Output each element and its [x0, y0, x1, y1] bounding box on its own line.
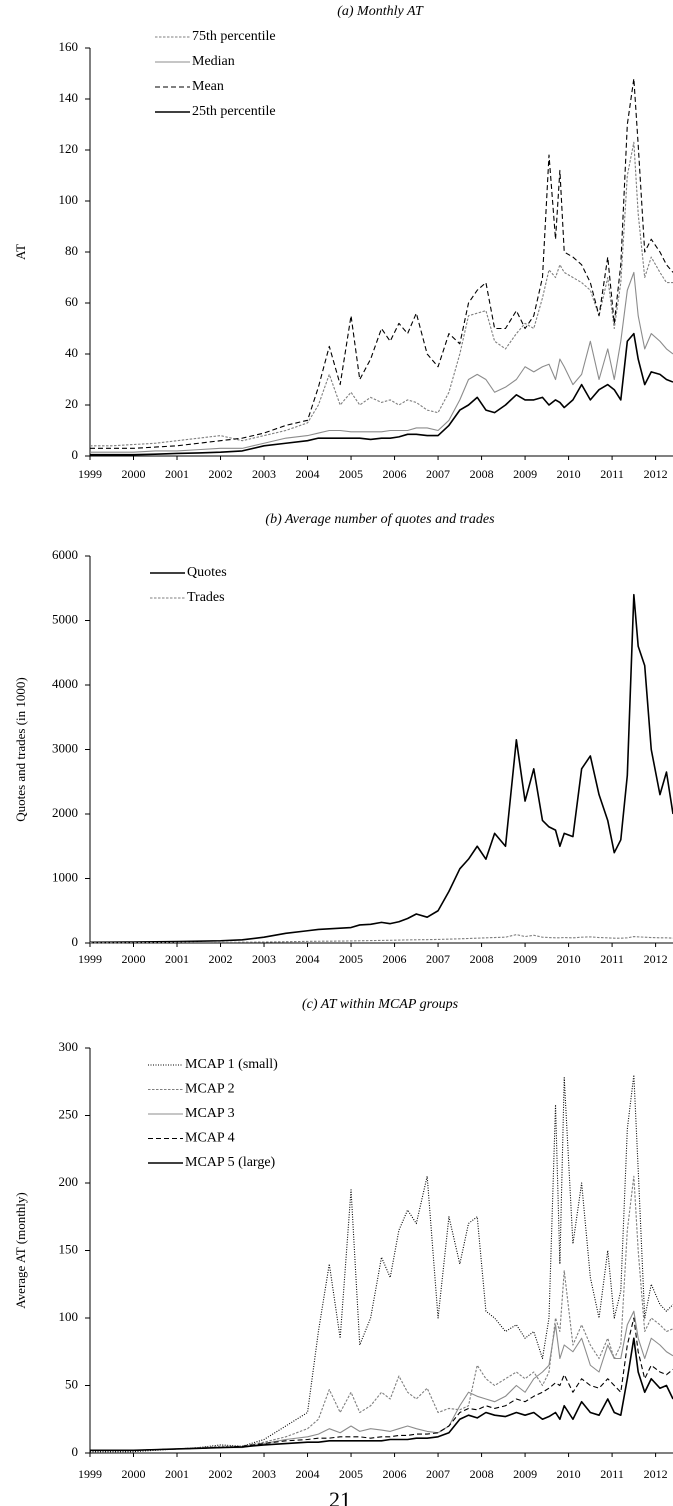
x-tick-label: 2012: [644, 1467, 668, 1481]
x-tick-label: 1999: [78, 952, 102, 966]
y-tick-label: 160: [59, 39, 79, 54]
x-tick-label: 2011: [600, 1467, 624, 1481]
y-tick-label: 1000: [52, 869, 78, 884]
x-tick-label: 2005: [339, 952, 363, 966]
legend-label: MCAP 1 (small): [185, 1057, 278, 1072]
x-tick-label: 2007: [426, 1467, 450, 1481]
y-axis-label: Average AT (monthly): [13, 1192, 28, 1309]
y-tick-label: 0: [72, 447, 79, 462]
x-tick-label: 1999: [78, 467, 102, 481]
series-line: [90, 1175, 673, 1451]
series-line: [90, 271, 673, 453]
series-line: [90, 1074, 673, 1453]
x-tick-label: 2001: [165, 1467, 189, 1481]
x-tick-label: 2008: [470, 952, 494, 966]
chart-title: (b) Average number of quotes and trades: [265, 512, 495, 527]
x-tick-label: 2011: [600, 467, 624, 481]
x-tick-label: 2004: [296, 952, 320, 966]
y-tick-label: 0: [72, 1444, 79, 1459]
y-tick-label: 3000: [52, 740, 78, 755]
x-tick-label: 2001: [165, 952, 189, 966]
x-tick-label: 1999: [78, 1467, 102, 1481]
x-tick-label: 2002: [209, 467, 233, 481]
y-tick-label: 60: [65, 294, 78, 309]
x-tick-label: 2009: [513, 467, 537, 481]
x-tick-label: 2006: [383, 467, 407, 481]
y-tick-label: 140: [59, 90, 79, 105]
x-tick-label: 2008: [470, 467, 494, 481]
legend-label: MCAP 2: [185, 1082, 235, 1097]
x-tick-label: 2000: [122, 467, 146, 481]
y-tick-label: 200: [59, 1174, 79, 1189]
x-tick-label: 2005: [339, 467, 363, 481]
legend-label: Trades: [187, 590, 225, 605]
series-line: [90, 78, 673, 449]
series-line: [90, 1337, 673, 1452]
legend-label: Median: [192, 54, 235, 69]
series-line: [89, 593, 673, 944]
series-line: [90, 332, 673, 456]
series-line: [90, 1310, 673, 1451]
y-tick-label: 50: [65, 1376, 78, 1391]
y-tick-label: 250: [59, 1106, 79, 1121]
series-line: [90, 934, 673, 944]
x-tick-label: 2004: [296, 1467, 320, 1481]
y-tick-label: 300: [59, 1039, 79, 1054]
y-tick-label: 2000: [52, 805, 78, 820]
chart-title: (c) AT within MCAP groups: [302, 997, 459, 1012]
x-tick-label: 2003: [252, 467, 276, 481]
legend-label: MCAP 4: [185, 1131, 235, 1146]
legend-label: 75th percentile: [192, 29, 276, 44]
x-tick-label: 2004: [296, 467, 320, 481]
x-tick-label: 2010: [557, 467, 581, 481]
y-tick-label: 100: [59, 192, 79, 207]
x-tick-label: 2005: [339, 1467, 363, 1481]
x-tick-label: 2002: [209, 952, 233, 966]
x-tick-label: 2007: [426, 467, 450, 481]
x-tick-label: 2006: [383, 952, 407, 966]
y-axis-label: AT: [13, 244, 28, 260]
x-tick-label: 2009: [513, 952, 537, 966]
page-number: 21: [329, 1487, 351, 1506]
series-line: [90, 1317, 673, 1451]
y-tick-label: 120: [59, 141, 79, 156]
y-tick-label: 6000: [52, 547, 78, 562]
y-tick-label: 150: [59, 1241, 79, 1256]
x-tick-label: 2000: [122, 1467, 146, 1481]
legend-label: MCAP 5 (large): [185, 1155, 276, 1170]
legend-label: MCAP 3: [185, 1106, 235, 1121]
series-line: [90, 141, 673, 447]
y-tick-label: 80: [65, 243, 78, 258]
x-tick-label: 2000: [122, 952, 146, 966]
y-axis-label: Quotes and trades (in 1000): [13, 677, 28, 821]
x-tick-label: 2008: [470, 1467, 494, 1481]
x-tick-label: 2010: [557, 1467, 581, 1481]
x-tick-label: 2012: [644, 467, 668, 481]
y-tick-label: 0: [72, 934, 79, 949]
x-tick-label: 2007: [426, 952, 450, 966]
legend-label: Quotes: [187, 565, 227, 580]
legend-label: Mean: [192, 79, 224, 94]
y-tick-label: 4000: [52, 676, 78, 691]
x-tick-label: 2009: [513, 1467, 537, 1481]
x-tick-label: 2010: [557, 952, 581, 966]
x-tick-label: 2003: [252, 1467, 276, 1481]
y-tick-label: 40: [65, 345, 78, 360]
x-tick-label: 2006: [383, 1467, 407, 1481]
legend-label: 25th percentile: [192, 104, 276, 119]
x-tick-label: 2001: [165, 467, 189, 481]
x-tick-label: 2011: [600, 952, 624, 966]
y-tick-label: 100: [59, 1309, 79, 1324]
x-tick-label: 2003: [252, 952, 276, 966]
y-tick-label: 20: [65, 396, 78, 411]
x-tick-label: 2012: [644, 952, 668, 966]
x-tick-label: 2002: [209, 1467, 233, 1481]
y-tick-label: 5000: [52, 611, 78, 626]
chart-title: (a) Monthly AT: [337, 4, 424, 19]
